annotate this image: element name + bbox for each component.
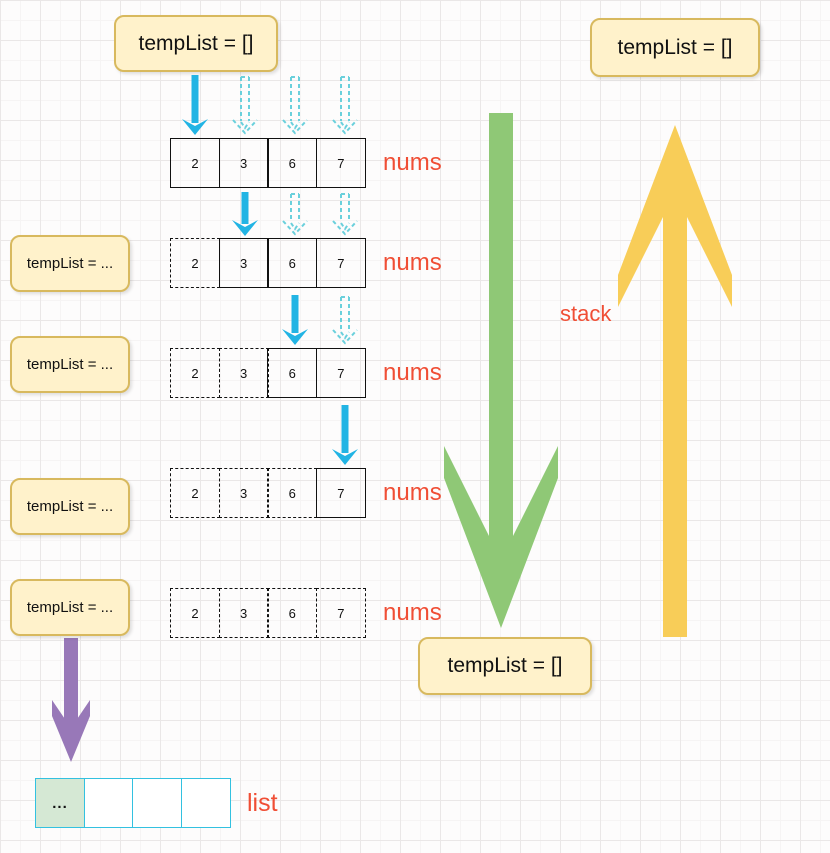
templist-box-bottom: tempList = [] xyxy=(418,637,592,695)
nums-cell-2-3: 6 xyxy=(267,238,318,288)
templist-box-left-3: tempList = ... xyxy=(10,478,130,535)
nums-cell-3-2: 3 xyxy=(218,348,269,398)
templist-box-top-left-text: tempList = [] xyxy=(138,31,254,55)
pointer-arrow-solid-icon xyxy=(332,405,358,465)
templist-box-left-4: tempList = ... xyxy=(10,579,130,636)
stack-pop-arrow-icon xyxy=(618,125,732,637)
nums-cell-4-2: 3 xyxy=(218,468,269,518)
nums-label-5: nums xyxy=(383,599,442,626)
pointer-arrow-dashed-icon xyxy=(282,76,308,135)
stack-label: stack xyxy=(560,301,612,326)
pointer-arrow-solid-icon xyxy=(182,75,208,135)
nums-cell-1-3: 6 xyxy=(267,138,318,188)
nums-cell-5-1: 2 xyxy=(170,588,220,638)
nums-label-1: nums xyxy=(383,149,442,176)
templist-box-left-1: tempList = ... xyxy=(10,235,130,292)
nums-cell-4-3: 6 xyxy=(267,468,318,518)
templist-box-bottom-text: tempList = [] xyxy=(447,654,563,677)
pointer-arrow-dashed-icon xyxy=(282,193,308,236)
nums-label-2: nums xyxy=(383,249,442,276)
pointer-arrow-solid-icon xyxy=(232,192,258,236)
result-arrow-icon xyxy=(52,638,90,762)
nums-cell-4-4: 7 xyxy=(315,468,366,518)
nums-cell-1-1: 2 xyxy=(170,138,220,188)
pointer-arrow-dashed-icon xyxy=(332,296,358,345)
stack-push-arrow-icon xyxy=(444,113,558,628)
nums-cell-1-2: 3 xyxy=(218,138,269,188)
templist-box-top-right: tempList = [] xyxy=(590,18,760,77)
templist-box-top-right-text: tempList = [] xyxy=(617,35,733,59)
nums-cell-4-1: 2 xyxy=(170,468,220,518)
nums-cell-1-4: 7 xyxy=(315,138,366,188)
nums-cell-2-2: 3 xyxy=(218,238,269,288)
nums-cell-3-1: 2 xyxy=(170,348,220,398)
list-array: ... xyxy=(35,778,231,828)
templist-box-left-2: tempList = ... xyxy=(10,336,130,393)
list-cell-2 xyxy=(83,778,134,828)
nums-cell-2-1: 2 xyxy=(170,238,220,288)
list-cell-4 xyxy=(180,778,231,828)
pointer-arrow-dashed-icon xyxy=(332,76,358,135)
list-cell-1: ... xyxy=(35,778,85,828)
templist-box-top-left: tempList = [] xyxy=(114,15,278,72)
list-label: list xyxy=(247,789,278,817)
nums-cell-3-3: 6 xyxy=(267,348,318,398)
nums-cell-5-2: 3 xyxy=(218,588,269,638)
nums-cell-5-4: 7 xyxy=(315,588,366,638)
nums-cell-3-4: 7 xyxy=(315,348,366,398)
nums-label-3: nums xyxy=(383,359,442,386)
nums-cell-5-3: 6 xyxy=(267,588,318,638)
pointer-arrow-dashed-icon xyxy=(232,76,258,135)
list-cell-3 xyxy=(132,778,183,828)
pointer-arrow-solid-icon xyxy=(282,295,308,345)
nums-label-4: nums xyxy=(383,479,442,506)
nums-cell-2-4: 7 xyxy=(315,238,366,288)
pointer-arrow-dashed-icon xyxy=(332,193,358,236)
